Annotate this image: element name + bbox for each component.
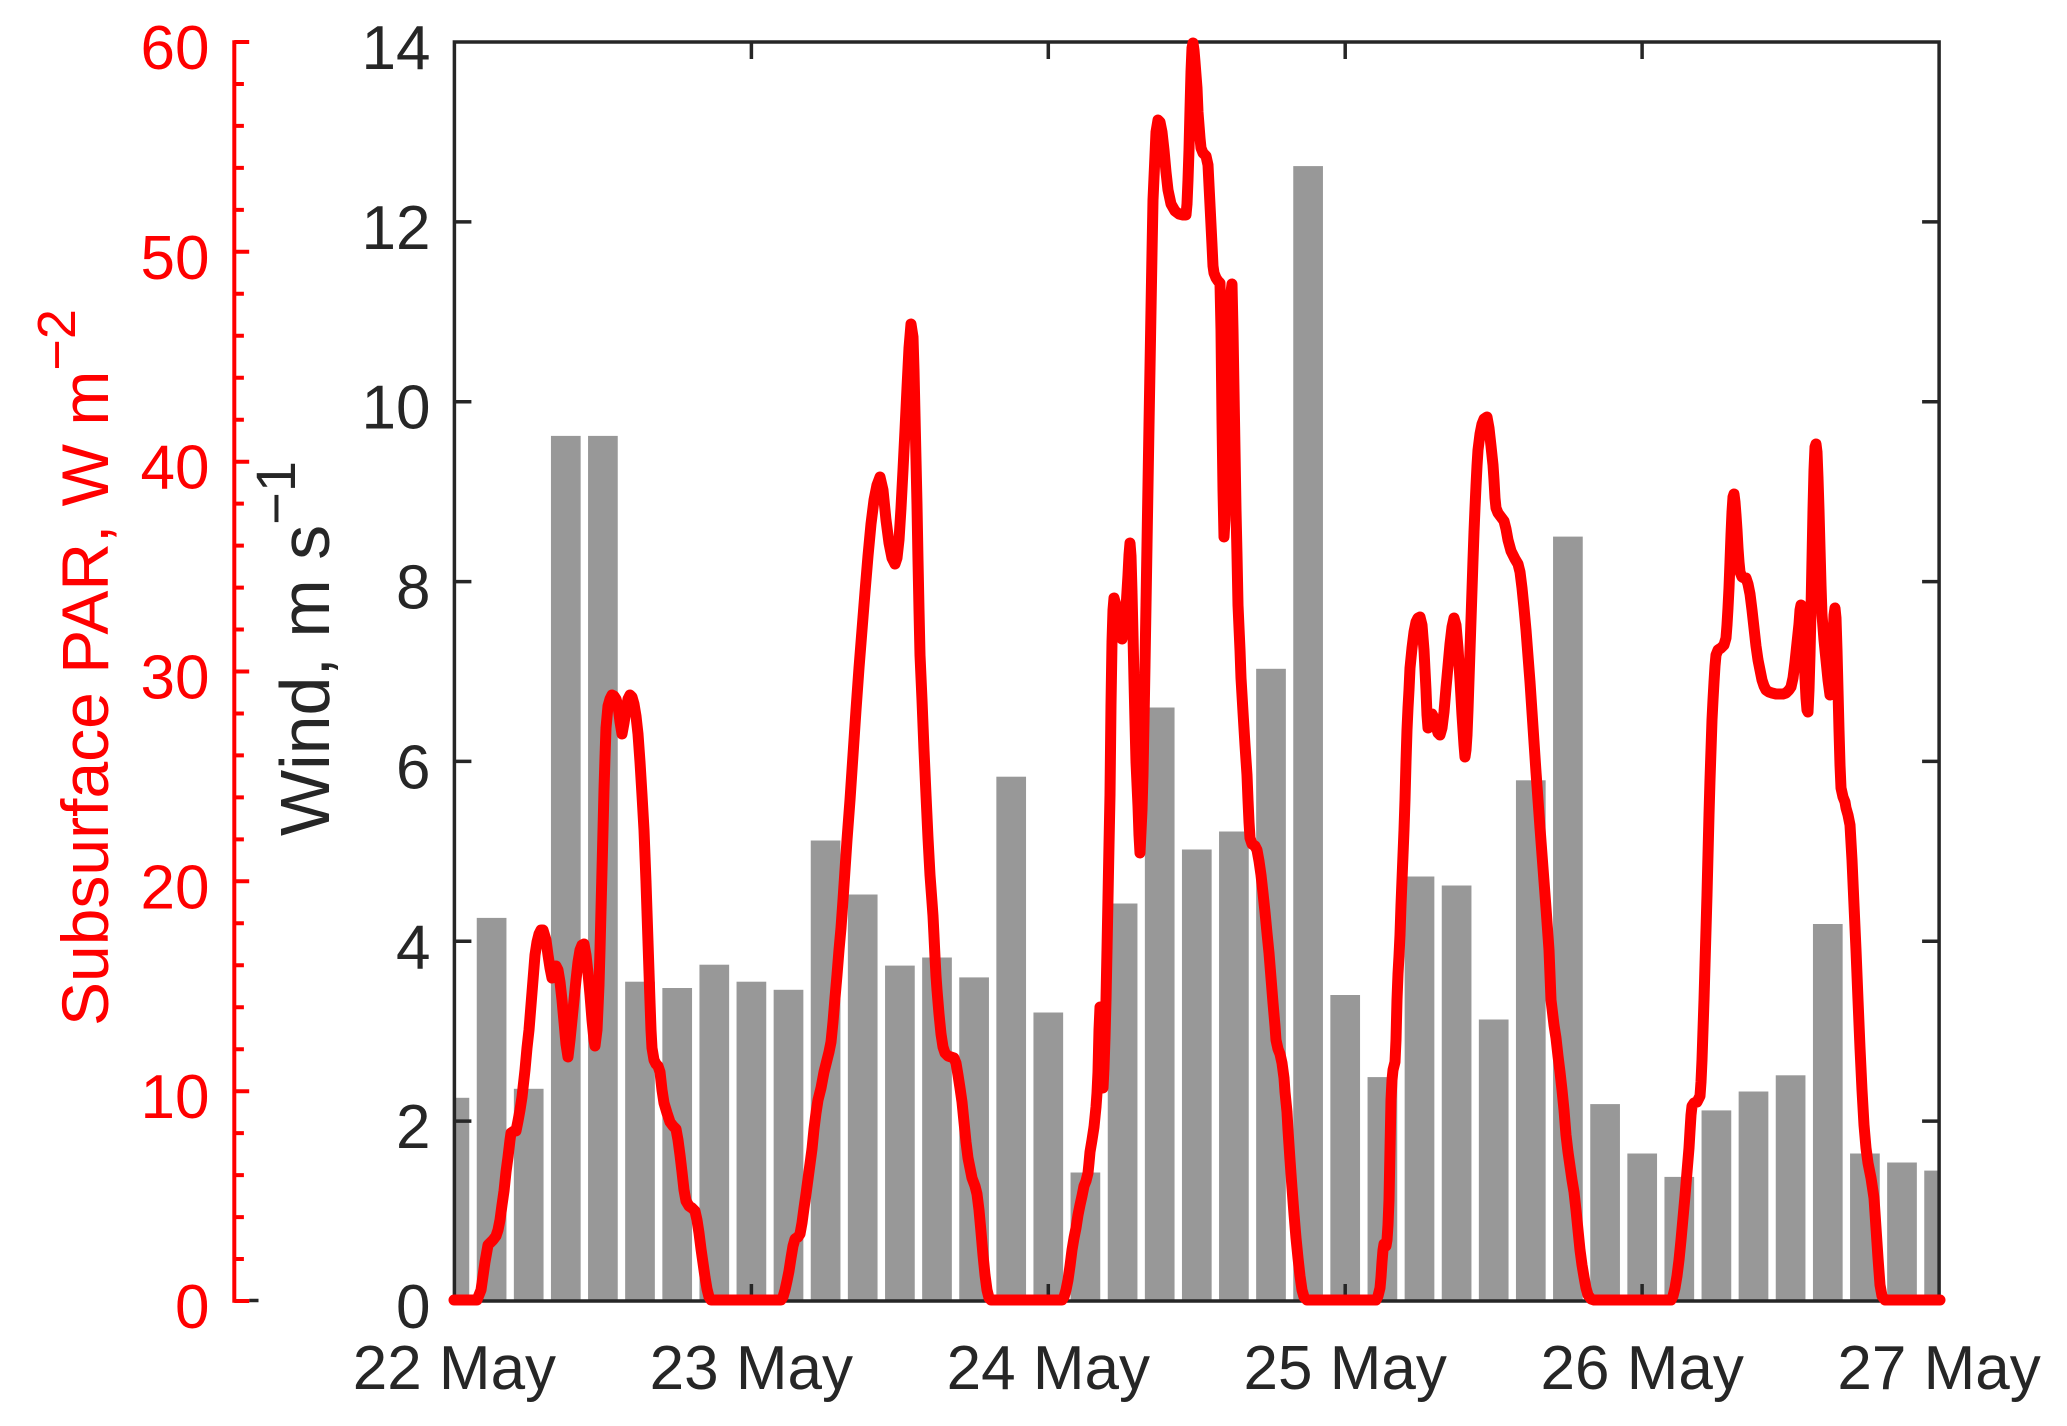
svg-text:23 May: 23 May <box>650 1334 853 1403</box>
svg-text:0: 0 <box>396 1273 430 1342</box>
svg-text:40: 40 <box>141 434 210 503</box>
svg-text:Wind, m s−1: Wind, m s−1 <box>244 461 344 836</box>
svg-text:12: 12 <box>362 194 431 263</box>
svg-text:26 May: 26 May <box>1541 1334 1744 1403</box>
svg-text:10: 10 <box>141 1063 210 1132</box>
svg-text:6: 6 <box>396 733 430 802</box>
svg-text:22 May: 22 May <box>353 1334 556 1403</box>
svg-text:8: 8 <box>396 554 430 623</box>
svg-text:25 May: 25 May <box>1244 1334 1447 1403</box>
svg-text:30: 30 <box>141 644 210 713</box>
svg-text:4: 4 <box>396 913 430 982</box>
svg-text:14: 14 <box>362 14 431 83</box>
svg-text:2: 2 <box>396 1093 430 1162</box>
svg-text:10: 10 <box>362 374 431 443</box>
svg-text:24 May: 24 May <box>947 1334 1150 1403</box>
svg-text:50: 50 <box>141 224 210 293</box>
svg-text:27 May: 27 May <box>1837 1334 2040 1403</box>
svg-text:0: 0 <box>175 1273 209 1342</box>
svg-text:20: 20 <box>141 853 210 922</box>
svg-text:Subsurface PAR, W m−2: Subsurface PAR, W m−2 <box>27 309 122 1026</box>
svg-text:60: 60 <box>141 14 210 83</box>
